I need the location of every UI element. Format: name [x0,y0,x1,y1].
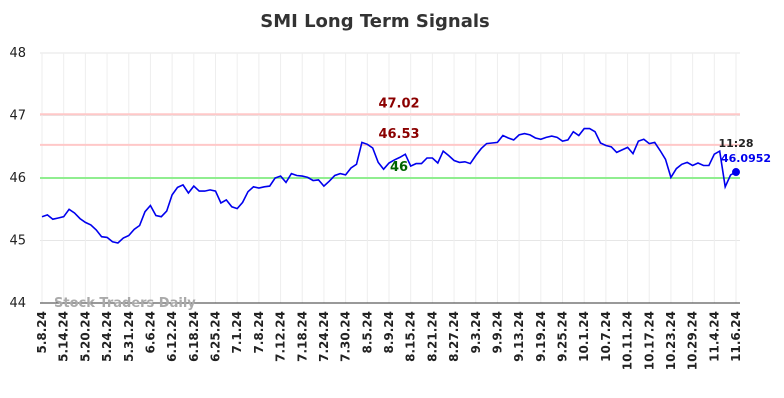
x-tick-label: 6.18.24 [187,311,201,362]
x-tick-label: 5.14.24 [57,311,71,362]
x-tick-label: 7.18.24 [295,311,309,362]
x-tick-label: 5.8.24 [35,311,49,354]
last-point [732,168,740,177]
x-tick-label: 7.12.24 [274,311,288,362]
price-line [41,127,737,244]
x-tick-label: 11.4.24 [707,311,721,362]
y-tick-label: 48 [9,46,26,61]
signal-label: 46.53 [378,127,419,142]
x-tick-label: 5.24.24 [100,311,114,362]
x-tick-label: 8.21.24 [425,311,439,362]
signal-label: 46 [390,160,408,175]
last-time: 11:28 [718,137,753,150]
y-tick-label: 45 [9,234,26,249]
chart-title: SMI Long Term Signals [260,11,490,32]
x-tick-label: 9.19.24 [534,311,548,362]
x-tick-label: 10.17.24 [642,311,656,370]
x-tick-label: 7.1.24 [230,311,244,354]
x-tick-label: 10.29.24 [686,311,700,370]
x-tick-label: 9.3.24 [469,311,483,354]
x-tick-label: 6.25.24 [209,311,223,362]
last-value: 46.0952 [721,152,771,165]
x-tick-label: 8.15.24 [404,311,418,362]
x-tick-label: 7.8.24 [252,311,266,354]
x-tick-label: 10.7.24 [599,311,613,362]
y-tick-label: 47 [9,109,26,124]
x-tick-label: 8.9.24 [382,311,396,354]
x-tick-label: 10.11.24 [621,311,635,370]
x-tick-label: 10.1.24 [577,311,591,362]
signal-label: 47.02 [378,96,419,111]
x-tick-label: 5.31.24 [122,311,136,362]
x-tick-label: 6.6.24 [143,311,157,354]
x-tick-label: 11.6.24 [729,311,743,362]
x-tick-label: 9.25.24 [556,311,570,362]
y-tick-label: 44 [9,296,26,311]
x-tick-label: 6.12.24 [165,311,179,362]
x-tick-label: 8.27.24 [447,311,461,362]
x-tick-label: 7.30.24 [339,311,353,362]
x-tick-label: 9.9.24 [490,311,504,354]
x-tick-label: 8.5.24 [360,311,374,354]
x-tick-label: 10.23.24 [664,311,678,370]
x-tick-label: 9.13.24 [512,311,526,362]
x-tick-label: 5.20.24 [78,311,92,362]
watermark: Stock Traders Daily [54,296,196,311]
y-tick-label: 46 [9,171,26,186]
x-tick-label: 7.24.24 [317,311,331,362]
